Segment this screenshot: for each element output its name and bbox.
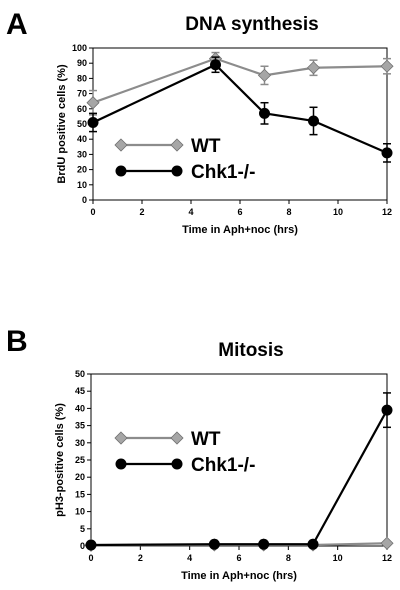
series-line	[92, 57, 388, 104]
y-tick-label: 40	[77, 134, 87, 144]
legend-label: Chk1-/-	[191, 162, 255, 183]
data-point	[381, 147, 393, 159]
y-tick-label: 60	[77, 104, 87, 114]
data-point	[210, 59, 221, 71]
data-point	[86, 96, 100, 110]
y-axis-label: BrdU positive cells (%)	[56, 64, 68, 184]
x-tick-label: 12	[382, 207, 392, 217]
y-axis-label: pH3-positive cells (%)	[54, 403, 66, 517]
series-line	[90, 409, 388, 547]
chart-mitosis: Mitosis 0 2 4 6 8 10 12 0 5 10 15 20 25 30 35 40 45 50 Time…	[54, 340, 394, 582]
y-tick-label: 50	[77, 119, 87, 129]
legend-label: WT	[191, 429, 221, 450]
y-tick-label: 35	[75, 421, 85, 431]
data-point	[87, 116, 99, 128]
y-tick-label: 40	[75, 403, 85, 413]
legend: WT Chk1-/-	[114, 429, 255, 476]
legend-marker	[114, 431, 128, 445]
y-tick-label: 20	[77, 165, 87, 175]
y-tick-label: 90	[77, 58, 87, 68]
x-tick-label: 10	[333, 553, 343, 563]
panel-label: B	[6, 325, 28, 358]
y-tick-label: 100	[72, 43, 87, 53]
legend-marker	[171, 165, 183, 177]
data-point	[380, 536, 394, 550]
x-axis-label: Time in Aph+noc (hrs)	[182, 224, 298, 236]
panel-label: A	[6, 8, 28, 41]
panel-a: A DNA synthesis 0 2 4 6 8 10 12 0 10 20 30 40 50 60 70 8…	[0, 0, 400, 290]
x-tick-label: 4	[187, 553, 192, 563]
y-tick-label: 5	[80, 524, 85, 534]
y-tick-label: 0	[80, 541, 85, 551]
chart-title: Mitosis	[218, 340, 283, 361]
data-point	[306, 61, 321, 75]
x-tick-label: 6	[236, 553, 241, 563]
x-axis-label: Time in Aph+noc (hrs)	[181, 570, 297, 582]
panel-b: B Mitosis 0 2 4 6 8 10 12 0 5 10 15 20 25 30 35 40 45 50 Ti…	[0, 292, 400, 585]
data-point	[381, 404, 393, 416]
legend-label: WT	[191, 136, 221, 157]
y-tick-label: 30	[75, 438, 85, 448]
y-tick-label: 30	[77, 149, 87, 159]
data-point	[208, 538, 220, 550]
chart-title: DNA synthesis	[185, 14, 318, 35]
y-tick-label: 0	[82, 195, 87, 205]
y-tick-label: 10	[75, 507, 85, 517]
x-tick-label: 0	[90, 207, 95, 217]
legend-label: Chk1-/-	[191, 455, 255, 476]
y-tick-label: 10	[77, 180, 87, 190]
y-tick-label: 20	[75, 472, 85, 482]
y-tick-label: 70	[77, 89, 87, 99]
y-tick-label: 80	[77, 73, 87, 83]
x-tick-label: 10	[333, 207, 343, 217]
legend-marker	[115, 458, 127, 470]
data-point	[380, 59, 394, 73]
chart-dna-synthesis: DNA synthesis 0 2 4 6 8 10 12 0 10 20 30 40 50 60 70 80 9…	[56, 14, 394, 236]
series-line	[92, 63, 388, 154]
x-tick-label: 6	[237, 207, 242, 217]
series-chk1	[85, 392, 393, 551]
x-tick-label: 2	[138, 553, 143, 563]
legend-marker	[170, 138, 184, 152]
y-tick-label: 45	[75, 386, 85, 396]
data-point	[259, 107, 270, 119]
legend: WT Chk1-/-	[114, 136, 255, 183]
legend-marker	[170, 431, 184, 445]
y-tick-label: 15	[75, 489, 85, 499]
legend-marker	[171, 458, 183, 470]
series-wt	[86, 51, 394, 116]
data-point	[257, 68, 272, 82]
data-point	[308, 115, 319, 127]
data-point	[85, 539, 97, 551]
x-tick-label: 12	[382, 553, 392, 563]
data-point	[258, 538, 270, 550]
x-tick-label: 0	[88, 553, 93, 563]
x-tick-label: 8	[286, 553, 291, 563]
series-chk1	[87, 56, 393, 163]
data-point	[307, 538, 319, 550]
y-tick-label: 25	[75, 455, 85, 465]
legend-marker	[114, 138, 128, 152]
x-tick-label: 4	[188, 207, 193, 217]
x-tick-label: 2	[139, 207, 144, 217]
x-tick-label: 8	[286, 207, 291, 217]
y-tick-label: 50	[75, 369, 85, 379]
legend-marker	[115, 165, 127, 177]
